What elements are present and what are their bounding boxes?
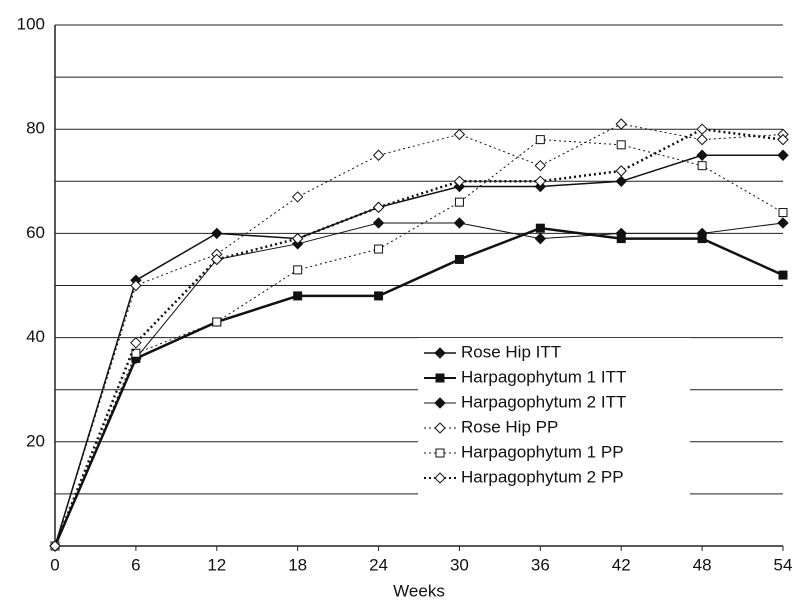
legend-label: Rose Hip PP — [461, 417, 558, 436]
marker — [534, 175, 547, 188]
marker — [211, 253, 223, 266]
legend: Rose Hip ITT Harpagophytum 1 ITT Harpagoph… — [424, 342, 626, 486]
marker — [696, 133, 708, 146]
legend-marker — [434, 397, 446, 409]
marker — [372, 149, 385, 161]
marker — [374, 244, 384, 254]
marker — [454, 197, 464, 207]
x-tick-label: 0 — [50, 555, 59, 574]
marker — [372, 217, 385, 229]
marker — [293, 265, 303, 275]
x-tick-label: 6 — [131, 555, 140, 574]
marker — [696, 149, 708, 161]
legend-marker — [434, 422, 446, 434]
marker — [535, 223, 545, 233]
series-line — [53, 127, 784, 547]
marker — [777, 217, 789, 229]
legend-marker — [434, 347, 446, 359]
x-tick-label: 42 — [612, 555, 631, 574]
marker — [615, 227, 627, 240]
marker — [615, 175, 627, 188]
marker — [453, 175, 466, 188]
legend-label: Harpagophytum 2 ITT — [461, 392, 626, 411]
x-tick-label: 54 — [774, 555, 793, 574]
marker — [778, 270, 788, 280]
legend-label: Rose Hip ITT — [461, 342, 561, 361]
marker — [777, 133, 789, 146]
marker — [130, 337, 142, 349]
marker — [535, 135, 545, 145]
y-tick-label: 100 — [17, 14, 45, 33]
y-tick-label: 20 — [26, 431, 45, 450]
marker — [372, 201, 385, 214]
series-line — [53, 226, 784, 547]
y-tick-label: 40 — [26, 327, 45, 346]
marker — [49, 540, 61, 552]
series-line — [54, 222, 784, 547]
x-tick-label: 12 — [207, 555, 226, 574]
legend-label: Harpagophytum 2 PP — [461, 467, 624, 486]
legend-background — [418, 338, 690, 506]
marker — [374, 291, 384, 301]
legend-label: Harpagophytum 1 PP — [461, 442, 624, 461]
x-tick-label: 30 — [450, 555, 469, 574]
marker — [615, 165, 627, 177]
marker — [696, 227, 708, 240]
marker — [212, 317, 222, 327]
x-tick-label: 24 — [369, 555, 388, 574]
marker — [211, 227, 223, 240]
legend-marker — [435, 448, 445, 458]
marker — [454, 254, 464, 264]
marker — [293, 291, 303, 301]
marker — [777, 149, 789, 161]
x-tick-label: 36 — [531, 555, 550, 574]
marker — [453, 217, 466, 229]
x-tick-label: 48 — [693, 555, 712, 574]
x-axis-label: Weeks — [393, 581, 445, 600]
legend-label: Harpagophytum 1 ITT — [461, 367, 626, 386]
y-tick-label: 80 — [26, 119, 45, 138]
marker — [291, 232, 304, 245]
marker — [131, 348, 141, 358]
legend-marker — [435, 373, 445, 383]
series-line — [54, 123, 784, 547]
marker — [616, 140, 626, 150]
marker — [696, 123, 708, 135]
marker — [534, 159, 547, 172]
legend-marker — [434, 472, 446, 484]
x-tick-label: 18 — [288, 555, 307, 574]
marker — [453, 128, 466, 141]
y-tick-label: 60 — [26, 223, 45, 242]
marker — [534, 232, 547, 245]
marker — [778, 208, 788, 218]
series-line — [54, 154, 783, 547]
marker — [291, 191, 304, 203]
marker — [130, 279, 142, 292]
plot-area — [49, 118, 789, 552]
marker — [697, 161, 707, 171]
marker — [615, 118, 627, 130]
